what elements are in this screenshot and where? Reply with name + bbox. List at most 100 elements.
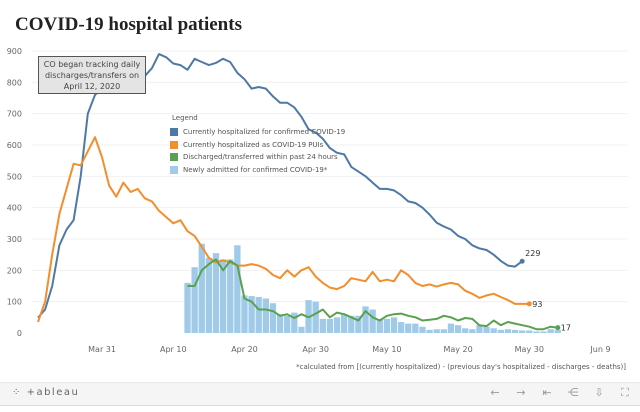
end-label: 93	[532, 300, 542, 309]
y-tick-label: 500	[7, 172, 22, 181]
fullscreen-icon[interactable]: ⛶	[621, 386, 629, 399]
redo-icon[interactable]: →	[516, 386, 526, 399]
bar[interactable]	[191, 267, 198, 333]
legend-swatch	[170, 128, 178, 137]
y-tick-label: 700	[7, 110, 22, 119]
x-tick-label: Apr 20	[231, 345, 258, 354]
y-tick-label: 900	[7, 47, 22, 56]
bar[interactable]	[376, 318, 383, 333]
bar[interactable]	[291, 312, 298, 333]
bar[interactable]	[205, 257, 213, 333]
bar[interactable]	[504, 329, 512, 333]
bar[interactable]	[462, 328, 469, 333]
legend-item[interactable]: Currently hospitalized for confirmed COV…	[170, 126, 345, 139]
bar[interactable]	[262, 298, 269, 333]
bar[interactable]	[269, 303, 277, 333]
bar[interactable]	[276, 314, 284, 333]
legend-swatch	[170, 165, 178, 174]
bar[interactable]	[390, 317, 398, 333]
x-tick-label: May 30	[515, 345, 544, 354]
bar[interactable]	[397, 322, 405, 333]
chart: 0 100 200 300 400 500 600 700 800 900 Mar 31 Apr 1…	[7, 47, 628, 354]
legend-item[interactable]: Newly admitted for confirmed COVID-19*	[170, 164, 345, 177]
bar[interactable]	[554, 329, 561, 333]
bar[interactable]	[447, 323, 455, 333]
bar[interactable]	[526, 330, 533, 333]
legend-label: Currently hospitalized as COVID-19 PUIs	[183, 140, 324, 149]
bar[interactable]	[433, 329, 440, 333]
bar[interactable]	[533, 331, 540, 333]
x-tick-label: Apr 30	[302, 345, 329, 354]
bar[interactable]	[476, 325, 483, 333]
x-tick-label: Jun 9	[589, 345, 610, 354]
bar[interactable]	[469, 329, 476, 333]
revert-icon[interactable]: ⇤	[542, 386, 552, 399]
x-tick-label: Apr 10	[160, 345, 187, 354]
bar[interactable]	[227, 259, 234, 333]
bar[interactable]	[348, 315, 355, 333]
bar[interactable]	[511, 329, 519, 333]
page-title: COVID-19 hospital patients	[15, 14, 242, 35]
bar[interactable]	[490, 328, 497, 333]
download-icon[interactable]: ⇩	[594, 386, 604, 399]
legend-item[interactable]: Discharged/transferred within past 24 ho…	[170, 151, 345, 164]
y-tick-label: 200	[7, 266, 22, 275]
bar[interactable]	[284, 315, 291, 333]
end-label: 229	[525, 249, 540, 258]
series-line[interactable]	[37, 136, 530, 323]
undo-icon[interactable]: ←	[490, 386, 500, 399]
bar[interactable]	[312, 301, 319, 333]
bar[interactable]	[383, 318, 391, 333]
bar[interactable]	[212, 253, 220, 333]
bar[interactable]	[355, 315, 362, 333]
bar[interactable]	[341, 314, 348, 333]
legend: Legend Currently hospitalized for confir…	[170, 114, 345, 176]
bar[interactable]	[405, 323, 412, 333]
bar[interactable]	[333, 317, 341, 333]
bar[interactable]	[198, 243, 205, 333]
bar[interactable]	[519, 330, 526, 333]
legend-item[interactable]: Currently hospitalized as COVID-19 PUIs	[170, 139, 345, 152]
bar[interactable]	[298, 326, 305, 333]
toolbar-icons: ← → ⇤ ⋲ ⇩ ⛶	[488, 386, 632, 400]
end-point[interactable]	[526, 301, 532, 307]
bar[interactable]	[497, 329, 504, 333]
tableau-logo-icon: ⁘	[12, 387, 22, 398]
bar[interactable]	[440, 329, 447, 333]
end-point[interactable]	[555, 325, 561, 331]
bar[interactable]	[419, 326, 426, 333]
bars-newly-admitted	[184, 243, 561, 334]
legend-swatch	[170, 140, 178, 149]
legend-label: Currently hospitalized for confirmed COV…	[183, 128, 346, 137]
y-tick-label: 0	[17, 329, 22, 338]
bar[interactable]	[219, 259, 227, 333]
bar[interactable]	[234, 245, 241, 333]
series-line[interactable]	[187, 258, 558, 331]
tableau-logo[interactable]: ⁘ +ableau	[12, 387, 80, 398]
x-tick-label: May 10	[372, 345, 401, 354]
bar[interactable]	[369, 309, 376, 334]
bar[interactable]	[248, 296, 255, 333]
legend-swatch	[170, 153, 178, 162]
y-tick-label: 600	[7, 141, 22, 150]
bar[interactable]	[241, 295, 248, 333]
end-point[interactable]	[519, 258, 525, 264]
y-tick-label: 100	[7, 298, 22, 307]
bar[interactable]	[255, 296, 262, 333]
bar[interactable]	[483, 326, 490, 333]
bar[interactable]	[326, 318, 334, 333]
legend-label: Discharged/transferred within past 24 ho…	[183, 153, 338, 162]
share-icon[interactable]: ⋲	[567, 386, 579, 399]
bar[interactable]	[454, 325, 462, 333]
bar[interactable]	[362, 306, 369, 333]
bar[interactable]	[426, 329, 433, 333]
bar[interactable]	[540, 331, 547, 333]
y-tick-label: 400	[7, 204, 22, 213]
bar[interactable]	[547, 329, 554, 333]
end-labels: 229 93 17	[525, 249, 571, 332]
series-lines	[37, 53, 561, 331]
bar[interactable]	[412, 323, 419, 333]
bar[interactable]	[319, 318, 326, 333]
end-label: 17	[561, 324, 571, 333]
bar[interactable]	[184, 282, 191, 333]
